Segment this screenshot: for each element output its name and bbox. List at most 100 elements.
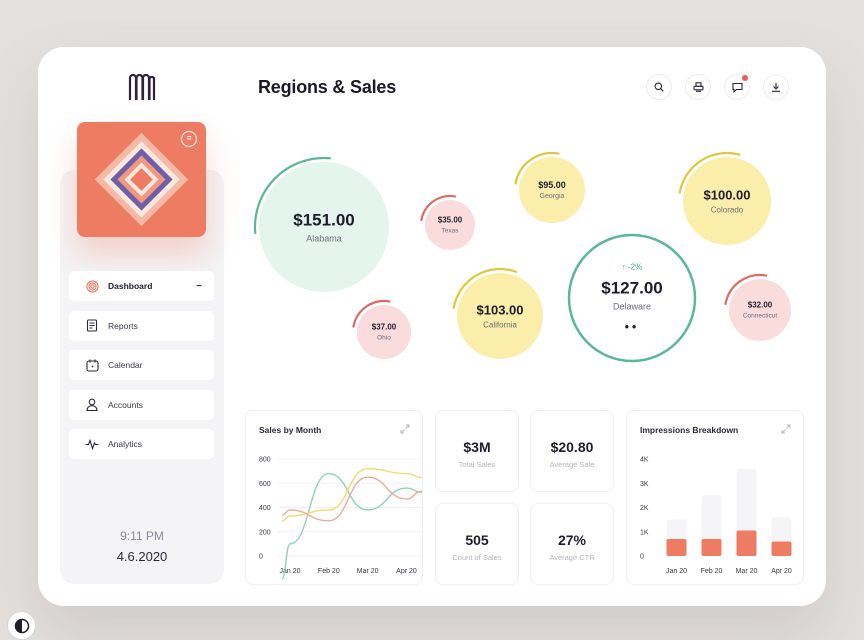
clock-time: 9:11 PM xyxy=(120,529,164,543)
x-tick-label: Mar 20 xyxy=(736,568,758,575)
series-line-1 xyxy=(281,472,422,580)
impressions-bar-chart: 0 1K 2K 3K 4K Jan 20 Feb 20 Mar 20 Apr 20 xyxy=(640,457,792,576)
messages-button[interactable] xyxy=(724,74,750,100)
x-tick-label: Feb 20 xyxy=(318,568,340,575)
y-tick-label: 0 xyxy=(640,554,644,561)
collapse-icon[interactable]: − xyxy=(196,280,202,292)
bubble-label-delaware: ↑ -2% $127.00 Delaware •• xyxy=(601,263,662,334)
more-dots-icon[interactable]: •• xyxy=(624,319,640,334)
bubble-label-georgia: $95.00 Georgia xyxy=(538,180,566,200)
y-tick-label: 3K xyxy=(640,481,649,488)
region-name: Ohio xyxy=(377,334,391,342)
bubble-texas[interactable] xyxy=(425,200,475,250)
bar-highlight[interactable] xyxy=(771,541,792,556)
bubble-label-california: $103.00 California xyxy=(477,303,524,330)
calendar-icon xyxy=(85,358,99,372)
sidebar-item-analytics[interactable]: Analytics xyxy=(69,429,214,459)
sidebar-item-reports[interactable]: Reports xyxy=(69,310,214,341)
sidebar-item-accounts[interactable]: Accounts xyxy=(69,389,214,420)
region-amount: $103.00 xyxy=(476,302,524,318)
sales-by-month-panel: Sales by Month 0 200 400 600 800 Jan 20 Feb 20… xyxy=(245,410,423,585)
bubble-label-connecticut: $32.00 Connecticut xyxy=(743,301,777,320)
impressions-chart-title: Impressions Breakdown xyxy=(640,425,739,435)
y-tick-label: 400 xyxy=(259,505,271,512)
bubble-arc-alabama xyxy=(253,156,332,235)
printer-icon xyxy=(692,82,704,92)
chat-icon xyxy=(731,82,743,93)
expand-icon[interactable] xyxy=(400,424,410,434)
region-amount: $95.00 xyxy=(538,180,566,190)
menu-icon[interactable]: ≡ xyxy=(181,131,197,147)
bubble-arc-colorado xyxy=(678,151,741,194)
search-icon xyxy=(654,82,664,92)
sales-chart-title: Sales by Month xyxy=(259,425,322,435)
x-tick-label: Mar 20 xyxy=(357,568,379,575)
bubble-arc-georgia xyxy=(514,151,560,185)
stat-label: Average CTR xyxy=(549,553,595,562)
y-tick-label: 4K xyxy=(640,457,649,464)
print-button[interactable] xyxy=(685,74,711,100)
bubble-ohio[interactable] xyxy=(357,305,411,359)
stat-value: $3M xyxy=(463,439,491,455)
bar-highlight[interactable] xyxy=(701,539,722,556)
clock-date: 4.6.2020 xyxy=(116,549,168,564)
stat-label: Total Sales xyxy=(458,460,496,469)
x-tick-label: Apr 20 xyxy=(771,568,792,575)
bar-highlight[interactable] xyxy=(736,530,757,556)
change-indicator: ↑ -2% xyxy=(621,262,643,272)
bubble-alabama[interactable] xyxy=(259,162,389,292)
bar-highlight[interactable] xyxy=(666,539,687,556)
y-tick-label: 200 xyxy=(259,529,271,536)
bubble-label-colorado: $100.00 Colorado xyxy=(704,188,751,215)
search-button[interactable] xyxy=(646,74,672,100)
contrast-icon xyxy=(14,618,29,633)
region-name: California xyxy=(483,320,517,330)
sidebar-item-label: Reports xyxy=(108,320,138,331)
bubble-label-texas: $35.00 Texas xyxy=(438,216,462,235)
bubble-delaware[interactable] xyxy=(570,236,694,360)
region-name: Alabama xyxy=(306,233,342,244)
sidebar-item-calendar[interactable]: Calendar xyxy=(69,350,214,380)
sidebar-item-label: Calendar xyxy=(108,360,143,370)
y-tick-label: 800 xyxy=(259,457,271,464)
stat-count-of-sales: 505 Count of Sales xyxy=(435,503,519,585)
region-name: Connecticut xyxy=(742,312,778,320)
impressions-panel: Impressions Breakdown 0 1K 2K 3K 4K Jan 20 Feb… xyxy=(626,410,804,585)
stat-value: $20.80 xyxy=(550,439,594,455)
bubble-california[interactable] xyxy=(457,273,543,359)
page-title: Regions & Sales xyxy=(258,77,397,97)
region-amount: $35.00 xyxy=(437,215,463,225)
region-amount: $100.00 xyxy=(703,187,751,203)
region-amount: $127.00 xyxy=(601,278,663,298)
regions-bubble-chart xyxy=(253,151,791,363)
y-tick-label: 600 xyxy=(259,481,271,488)
brand-logo xyxy=(128,73,156,100)
x-tick-label: Jan 20 xyxy=(279,568,300,575)
stat-label: Average Sale xyxy=(549,460,595,469)
bubble-arc-connecticut xyxy=(724,273,768,306)
notification-dot xyxy=(742,75,748,81)
sidebar-item-label: Analytics xyxy=(108,439,143,449)
download-icon xyxy=(772,82,780,92)
document-icon xyxy=(85,319,99,333)
sidebar-item-label: Accounts xyxy=(108,399,143,410)
bubble-arc-ohio xyxy=(352,299,391,328)
bubble-colorado[interactable] xyxy=(683,157,771,245)
sales-line-chart: 0 200 400 600 800 Jan 20 Feb 20 Mar 20 Apr 20 xyxy=(259,457,422,580)
theme-toggle[interactable] xyxy=(7,611,36,640)
diamond-pattern-icon xyxy=(94,132,189,227)
sidebar-item-dashboard[interactable]: Dashboard − xyxy=(69,271,214,301)
y-tick-label: 1K xyxy=(640,529,649,536)
stat-label: Count of Sales xyxy=(452,553,502,562)
bubble-georgia[interactable] xyxy=(519,157,585,223)
stat-value: 505 xyxy=(465,532,489,548)
stat-value: 27% xyxy=(557,532,587,548)
expand-icon[interactable] xyxy=(781,424,791,434)
x-tick-label: Jan 20 xyxy=(666,568,687,575)
series-line-2 xyxy=(281,467,422,522)
region-name: Delaware xyxy=(612,301,652,312)
bubble-connecticut[interactable] xyxy=(729,279,791,341)
sidebar-nav: Dashboard − Reports Calendar Accounts xyxy=(69,271,214,469)
region-name: Colorado xyxy=(710,205,744,215)
download-button[interactable] xyxy=(763,74,789,100)
